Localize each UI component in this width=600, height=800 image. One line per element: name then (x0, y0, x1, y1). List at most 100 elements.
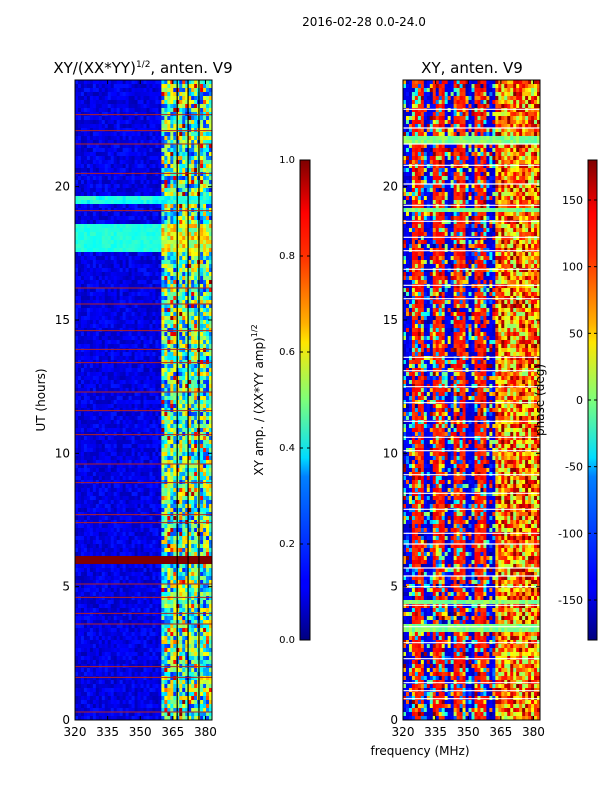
heatmap-cell (167, 256, 171, 261)
heatmap-cell (164, 148, 168, 153)
heatmap-cell (92, 492, 97, 497)
heatmap-cell (95, 324, 100, 329)
heatmap-cell (200, 340, 204, 345)
heatmap-cell (167, 320, 171, 325)
heatmap-cell (164, 136, 168, 141)
heatmap-cell (107, 488, 112, 493)
heatmap-cell (161, 136, 165, 141)
heatmap-cell (194, 460, 198, 465)
heatmap-cell (128, 156, 132, 161)
heatmap-cell (173, 200, 177, 205)
heatmap-cell (200, 448, 204, 453)
heatmap-cell (146, 344, 150, 349)
heatmap-cell (188, 188, 192, 193)
heatmap-cell (161, 120, 165, 125)
heatmap-cell (161, 336, 165, 341)
heatmap-cell (128, 280, 132, 285)
heatmap-cell (179, 256, 183, 261)
heatmap-cell (176, 236, 180, 241)
heatmap-cell (179, 248, 183, 253)
heatmap-cell (191, 452, 195, 457)
heatmap-cell (131, 172, 135, 177)
heatmap-cell (98, 296, 103, 301)
heatmap-cell (185, 236, 189, 241)
heatmap-cell (104, 156, 109, 161)
heatmap-cell (182, 132, 186, 137)
heatmap-cell (194, 348, 198, 353)
heatmap-cell (77, 152, 82, 157)
heatmap-cell (89, 320, 94, 325)
heatmap-cell (83, 104, 88, 109)
heatmap-cell (155, 84, 159, 89)
heatmap-cell (191, 380, 195, 385)
heatmap-cell (110, 260, 115, 265)
heatmap-cell (95, 160, 100, 165)
heatmap-cell (209, 312, 212, 317)
heatmap-cell (155, 412, 159, 417)
heatmap-cell (158, 412, 162, 417)
heatmap-cell (140, 264, 144, 269)
heatmap-cell (80, 88, 85, 93)
heatmap-cell (173, 148, 177, 153)
heatmap-cell (200, 232, 204, 237)
heatmap-cell (113, 160, 118, 165)
heatmap-cell (173, 100, 177, 105)
heatmap-cell (194, 308, 198, 313)
heatmap-cell (125, 404, 130, 409)
heatmap-cell (206, 336, 210, 341)
heatmap-cell (203, 268, 207, 273)
heatmap-cell (176, 260, 180, 265)
heatmap-cell (134, 220, 138, 225)
heatmap-cell (125, 80, 130, 85)
heatmap-cell (152, 384, 156, 389)
heatmap-cell (119, 304, 124, 309)
heatmap-cell (164, 372, 168, 377)
heatmap-cell (134, 268, 138, 273)
heatmap-cell (179, 132, 183, 137)
heatmap-cell (92, 288, 97, 293)
heatmap-cell (95, 472, 100, 477)
heatmap-cell (176, 340, 180, 345)
heatmap-cell (110, 464, 115, 469)
heatmap-cell (164, 224, 168, 229)
heatmap-cell (146, 252, 150, 257)
heatmap-cell (146, 392, 150, 397)
heatmap-cell (125, 144, 130, 149)
heatmap-cell (122, 300, 127, 305)
heatmap-cell (152, 380, 156, 385)
heatmap-cell (185, 348, 189, 353)
heatmap-cell (203, 344, 207, 349)
heatmap-cell (107, 148, 112, 153)
heatmap-cell (206, 456, 210, 461)
heatmap-cell (164, 292, 168, 297)
heatmap-cell (143, 172, 147, 177)
heatmap-cell (104, 80, 109, 85)
heatmap-cell (170, 496, 174, 501)
heatmap-cell (134, 116, 138, 121)
heatmap-cell (92, 348, 97, 353)
heatmap-cell (134, 440, 138, 445)
heatmap-cell (191, 272, 195, 277)
heatmap-cell (179, 156, 183, 161)
heatmap-cell (89, 332, 94, 337)
heatmap-cell (185, 96, 189, 101)
heatmap-cell (116, 148, 121, 153)
heatmap-cell (188, 100, 192, 105)
heatmap-cell (173, 264, 177, 269)
heatmap-cell (194, 488, 198, 493)
heatmap-cell (80, 176, 85, 181)
heatmap-cell (155, 240, 159, 245)
heatmap-cell (107, 380, 112, 385)
heatmap-cell (155, 164, 159, 169)
heatmap-cell (158, 236, 162, 241)
heatmap-cell (158, 396, 162, 401)
heatmap-cell (206, 428, 210, 433)
heatmap-cell (185, 84, 189, 89)
heatmap-cell (98, 396, 103, 401)
heatmap-cell (158, 460, 162, 465)
heatmap-cell (80, 304, 85, 309)
heatmap-cell (200, 428, 204, 433)
heatmap-cell (167, 164, 171, 169)
heatmap-cell (95, 296, 100, 301)
heatmap-cell (191, 260, 195, 265)
